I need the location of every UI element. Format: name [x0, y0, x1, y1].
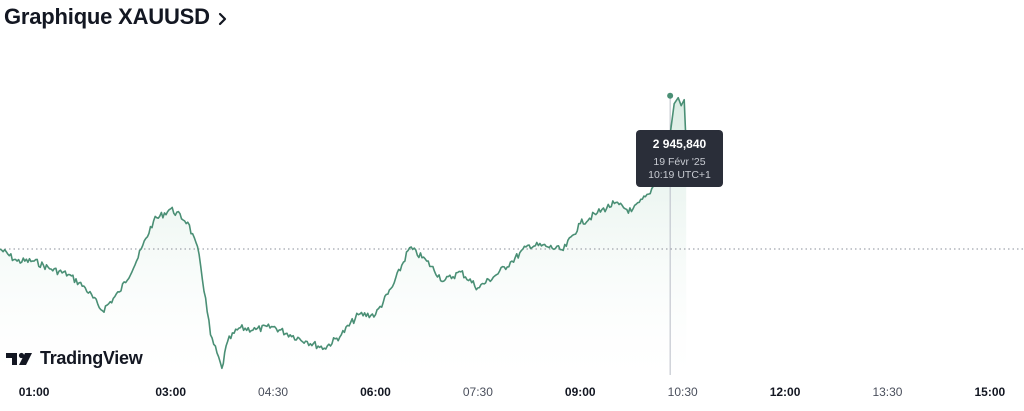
tooltip-time: 10:19 UTC+1 [648, 169, 711, 181]
x-tick-label: 04:30 [258, 385, 288, 399]
x-tick-label: 03:00 [155, 385, 186, 399]
chart-title-link[interactable]: Graphique XAUUSD [4, 4, 230, 30]
x-tick-label: 06:00 [360, 385, 391, 399]
highlighted-point [667, 92, 674, 99]
tooltip-date: 19 Févr '25 [653, 156, 706, 168]
page-title: Graphique XAUUSD [4, 4, 210, 29]
x-tick-label: 12:00 [770, 385, 801, 399]
tradingview-logo-icon [6, 352, 32, 365]
tradingview-logo: TradingView [6, 348, 143, 369]
tooltip-price: 2 945,840 [652, 137, 707, 151]
price-tooltip: 2 945,840 19 Févr '25 10:19 UTC+1 [636, 130, 723, 187]
price-area-fill [0, 97, 687, 375]
x-tick-label: 09:00 [565, 385, 596, 399]
x-tick-label: 13:30 [872, 385, 902, 399]
chevron-right-icon [218, 12, 226, 25]
brand-name: TradingView [40, 348, 143, 368]
x-tick-label: 07:30 [463, 385, 493, 399]
x-tick-label: 15:00 [975, 385, 1006, 399]
x-tick-label: 10:30 [668, 385, 698, 399]
x-tick-label: 01:00 [19, 385, 50, 399]
price-line [0, 96, 687, 370]
